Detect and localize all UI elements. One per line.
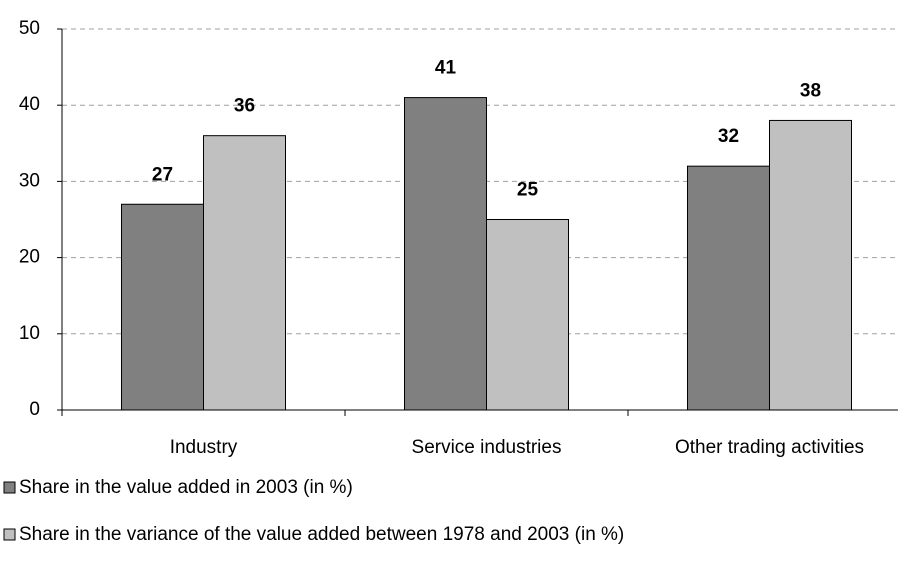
bar	[687, 165, 770, 411]
value-label: 38	[800, 80, 821, 101]
bar	[404, 97, 487, 411]
bar	[203, 135, 286, 411]
y-tick-label: 40	[19, 94, 40, 115]
y-tick-label: 50	[19, 18, 40, 39]
value-label: 27	[152, 164, 173, 185]
bar	[121, 203, 204, 411]
x-tick-label: Other trading activities	[675, 437, 864, 458]
legend-label: Share in the value added in 2003 (in %)	[19, 477, 353, 498]
x-tick-label: Service industries	[412, 437, 562, 458]
legend-swatch	[3, 528, 16, 541]
value-label: 41	[435, 58, 457, 79]
y-tick-label: 0	[29, 399, 40, 420]
legend-swatch	[3, 481, 16, 494]
x-tick-label: Industry	[170, 437, 238, 458]
bar	[486, 219, 569, 411]
y-tick-label: 20	[19, 247, 40, 268]
value-label: 32	[718, 126, 739, 147]
legend-label: Share in the variance of the value added…	[19, 524, 624, 545]
bar	[769, 119, 852, 411]
value-label: 36	[234, 96, 255, 117]
y-tick-label: 30	[19, 170, 40, 191]
y-tick-label: 10	[19, 323, 40, 344]
value-label: 25	[517, 180, 539, 201]
